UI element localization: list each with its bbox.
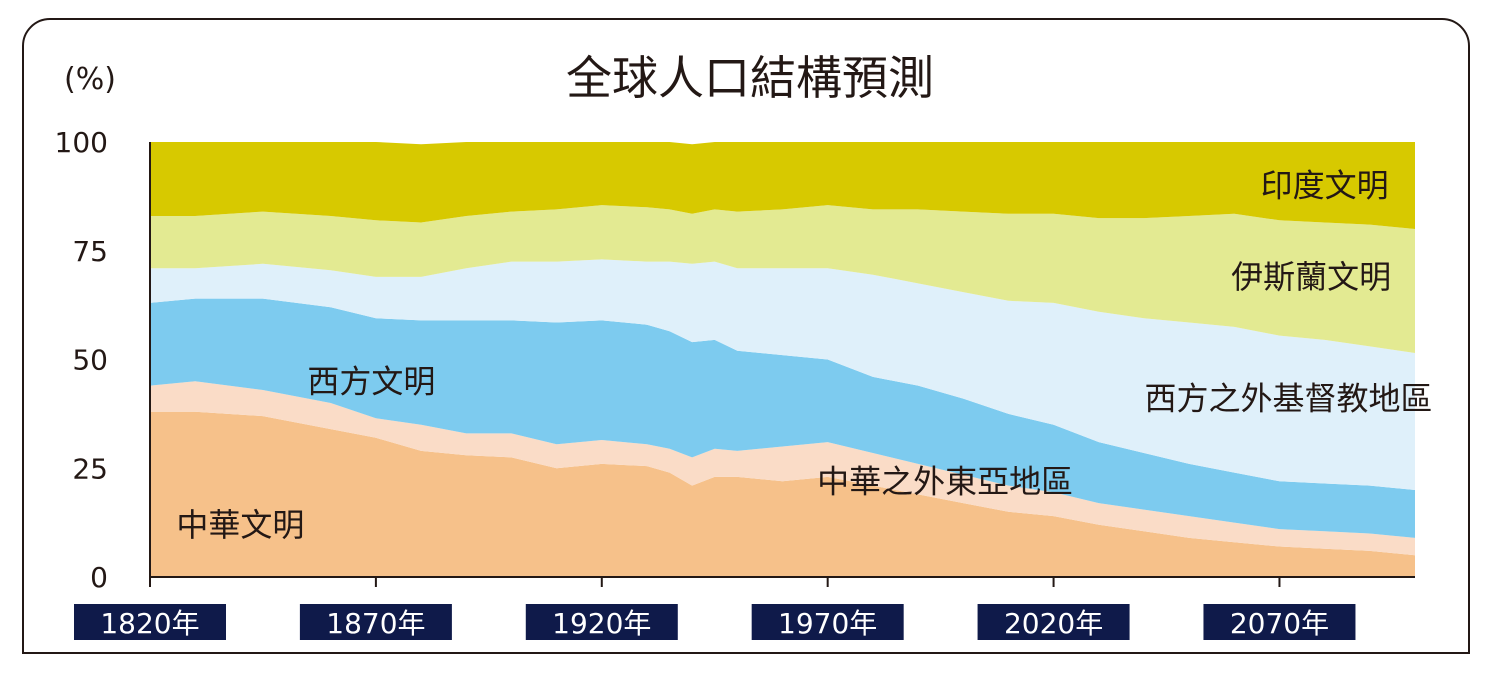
x-tick-badge	[299, 604, 452, 640]
area-series-0	[150, 411, 1415, 577]
series-label-1: 中華之外東亞地區	[817, 462, 1073, 500]
x-tick-badge	[525, 604, 678, 640]
area-series-1	[150, 381, 1415, 556]
x-tick-label: 2070年	[1230, 607, 1329, 640]
x-tick-badge	[74, 604, 226, 640]
y-tick-label: 50	[72, 344, 108, 377]
chart-frame	[22, 18, 1470, 654]
x-tick-label: 1920年	[552, 607, 651, 640]
series-label-5: 印度文明	[1261, 167, 1389, 205]
series-label-layer: 中華文明 中華之外東亞地區 西方文明 西方之外基督教地區 伊斯蘭文明 印度文明	[176, 167, 1432, 544]
series-label-4: 伊斯蘭文明	[1231, 258, 1391, 296]
area-layer	[150, 142, 1415, 577]
x-tick-label: 1820年	[100, 607, 199, 640]
area-series-4	[150, 205, 1415, 353]
x-tick-badge	[977, 604, 1130, 640]
series-label-2: 西方文明	[307, 362, 435, 400]
y-tick-label: 25	[72, 452, 108, 485]
x-tick-badge	[751, 604, 904, 640]
axes-layer: 0 25 50 75 100 1820年 1870年 1920年 1970年 2020年 2070年	[55, 126, 1415, 640]
y-tick-label: 100	[55, 126, 108, 159]
x-tick-badge	[1203, 604, 1356, 640]
y-tick-label: 0	[90, 561, 108, 594]
series-label-3: 西方之外基督教地區	[1144, 380, 1432, 418]
x-tick-label: 2020年	[1004, 607, 1103, 640]
y-axis-unit: (%)	[64, 62, 116, 97]
area-series-2	[150, 298, 1415, 538]
y-tick-label: 75	[72, 235, 108, 268]
series-label-0: 中華文明	[176, 506, 304, 544]
x-tick-label: 1870年	[326, 607, 425, 640]
area-series-5	[150, 142, 1415, 229]
x-tick-label: 1970年	[778, 607, 877, 640]
area-series-3	[150, 259, 1415, 490]
chart-title: 全球人口結構預測	[566, 51, 934, 105]
